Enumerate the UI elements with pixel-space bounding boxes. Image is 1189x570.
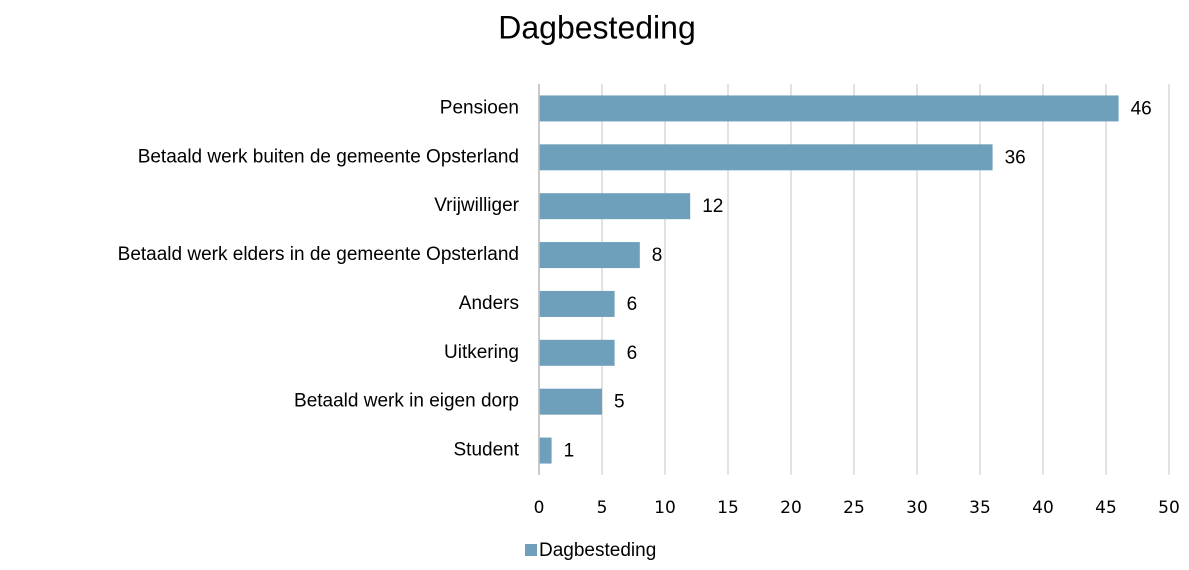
x-tick-label: 25 — [843, 498, 865, 518]
bar — [539, 437, 552, 464]
x-tick-label: 5 — [597, 498, 608, 518]
x-tick-label: 20 — [780, 498, 802, 518]
x-tick-label: 45 — [1095, 498, 1117, 518]
legend-label: Dagbesteding — [539, 540, 656, 561]
y-tick-label: Vrijwilliger — [434, 195, 519, 216]
data-label: 36 — [1005, 147, 1026, 168]
bar — [539, 339, 615, 366]
data-label: 8 — [652, 245, 663, 266]
legend-swatch — [525, 544, 537, 556]
bar — [539, 388, 602, 415]
y-tick-label: Betaald werk buiten de gemeente Opsterla… — [138, 146, 519, 167]
data-label: 46 — [1131, 98, 1152, 119]
bar — [539, 95, 1119, 122]
data-label: 12 — [702, 196, 723, 217]
y-tick-label: Pensioen — [440, 97, 519, 118]
y-tick-label: Student — [454, 440, 520, 461]
x-tick-label: 50 — [1158, 498, 1180, 518]
x-tick-label: 0 — [534, 498, 545, 518]
bar — [539, 290, 615, 317]
y-tick-label: Betaald werk elders in de gemeente Opste… — [118, 244, 519, 265]
data-label: 6 — [627, 343, 638, 364]
bar — [539, 242, 640, 269]
bar — [539, 193, 691, 220]
x-tick-label: 15 — [717, 498, 739, 518]
y-tick-label: Uitkering — [444, 342, 519, 363]
chart-title: Dagbesteding — [498, 9, 695, 45]
bar — [539, 144, 993, 171]
x-tick-label: 30 — [906, 498, 928, 518]
x-tick-label: 35 — [969, 498, 991, 518]
data-label: 1 — [564, 441, 575, 462]
data-label: 5 — [614, 392, 625, 413]
y-tick-label: Betaald werk in eigen dorp — [294, 391, 519, 412]
x-tick-label: 40 — [1032, 498, 1054, 518]
x-tick-label: 10 — [654, 498, 676, 518]
y-tick-label: Anders — [459, 293, 519, 314]
data-label: 6 — [627, 294, 638, 315]
